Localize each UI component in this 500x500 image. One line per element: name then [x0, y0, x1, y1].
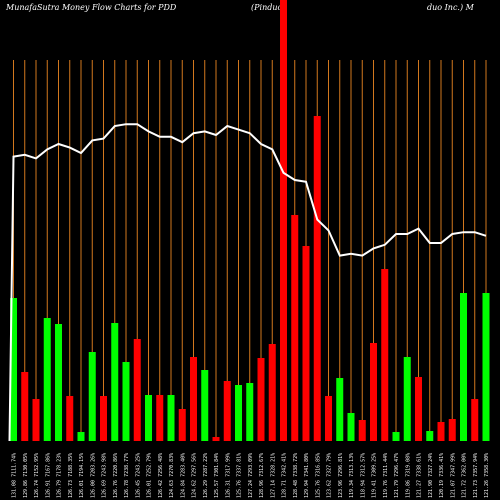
tick-label: 126.76 7220.86%	[113, 453, 119, 498]
tick-label: 119.41 7309.25%	[372, 453, 378, 498]
money-flow-bar	[403, 357, 411, 441]
tick-label: 125.76 7316.85%	[315, 453, 321, 498]
money-flow-bar	[381, 269, 389, 441]
tick-label: 124.63 7270.83%	[169, 453, 175, 498]
tick-label: 126.73 7188.35%	[68, 453, 74, 498]
money-flow-bar	[448, 419, 456, 441]
money-flow-bar	[347, 413, 355, 441]
tick-label: 126.78 7238.77%	[124, 453, 130, 498]
tick-label: 119.76 7311.44%	[383, 453, 389, 498]
tick-label: 129.94 7341.80%	[304, 453, 310, 498]
money-flow-bar	[257, 358, 265, 441]
money-flow-bar	[392, 432, 400, 441]
money-flow-bar	[358, 420, 366, 441]
money-flow-bar	[178, 409, 186, 441]
money-flow-bar	[291, 215, 299, 441]
money-flow-bar	[100, 396, 107, 441]
money-flow-bar	[437, 422, 445, 441]
money-flow-bar	[55, 324, 62, 441]
tick-label: 127.24 7293.09%	[248, 453, 254, 498]
tick-label: 126.91 7167.86%	[45, 453, 51, 498]
tick-label: 126.01 7252.79%	[147, 453, 153, 498]
money-flow-bar	[212, 437, 220, 441]
title-middle: (Pinduo	[251, 3, 283, 12]
tick-label: 126.01 7194.15%	[79, 453, 85, 498]
tick-label: 121.27 7338.61%	[417, 453, 423, 498]
money-flow-bar	[21, 372, 29, 441]
money-flow-bar	[32, 399, 40, 441]
tick-label: 123.96 7296.81%	[338, 453, 344, 498]
tick-label: 126.69 7243.98%	[102, 453, 108, 498]
money-flow-bar	[156, 395, 164, 441]
money-flow-bar	[167, 395, 175, 441]
money-flow-bar	[471, 399, 479, 441]
tick-label: 126.45 7243.25%	[135, 453, 141, 498]
money-flow-bar	[77, 432, 85, 441]
chart-title: MunafaSutra Money Flow Charts for PDD (P…	[0, 3, 500, 17]
money-flow-bar	[223, 381, 231, 441]
tick-label: 125.57 7301.84%	[214, 453, 220, 498]
tick-label: 118.94 7312.57%	[360, 453, 366, 498]
tick-label: 121.90 7327.24%	[428, 453, 434, 498]
tick-label: 120.19 7336.41%	[439, 453, 445, 498]
money-flow-bar	[111, 323, 119, 441]
money-flow-bar	[235, 385, 242, 441]
tick-label: 128.71 7342.41%	[282, 453, 288, 498]
money-flow-bar	[415, 377, 422, 441]
money-flow-bar	[302, 246, 310, 441]
tick-label: 126.42 7256.48%	[158, 453, 164, 498]
money-flow-bar	[43, 318, 51, 441]
tick-label: 126.74 7152.95%	[34, 453, 40, 498]
money-flow-bar	[370, 343, 377, 441]
tick-label: 119.34 7313.13%	[349, 453, 355, 498]
money-flow-bar	[88, 352, 96, 441]
money-flow-bar	[190, 357, 197, 441]
tick-label: 119.86 7319.08%	[405, 453, 411, 498]
tick-label: 128.96 7312.67%	[259, 453, 265, 498]
money-flow-bar	[325, 396, 332, 441]
money-flow-bar	[426, 431, 434, 441]
money-flow-bar	[145, 395, 152, 441]
money-flow-bar	[122, 362, 130, 441]
tick-label: 127.14 7328.21%	[270, 453, 276, 498]
title-left: MunafaSutra Money Flow Charts for PDD	[6, 3, 177, 12]
money-flow-bar	[246, 383, 254, 441]
money-flow-bar	[268, 344, 276, 441]
money-flow-bar	[460, 293, 467, 441]
money-flow-bar	[201, 370, 209, 441]
tick-label: 121.72 7362.00%	[462, 453, 468, 498]
tick-label: 124.84 7283.40%	[180, 453, 186, 498]
tick-label: 124.62 7297.56%	[192, 453, 198, 498]
money-flow-bar	[66, 396, 74, 441]
tick-label: 125.76 7337.81%	[237, 453, 243, 498]
tick-label: 126.31 7317.99%	[225, 453, 231, 498]
title-right: duo Inc.) M	[427, 3, 474, 12]
tick-label: 121.73 7357.94%	[473, 453, 479, 498]
tick-label: 126.79 7178.23%	[57, 453, 63, 498]
tick-label: 121.26 7358.30%	[484, 453, 490, 498]
tick-label: 121.07 7347.99%	[450, 453, 456, 498]
tick-label: 126.00 7203.26%	[90, 453, 96, 498]
x-axis-tick-labels: 131.08 7111.74% 129.86 7130.05% 126.74 715…	[12, 453, 491, 498]
tick-label: 129.86 7130.05%	[23, 453, 29, 498]
price-line	[8, 123, 487, 442]
money-flow-bar	[482, 293, 490, 441]
tick-label: 123.62 7327.79%	[327, 453, 333, 498]
money-flow-bar	[280, 0, 287, 441]
money-flow-bar	[336, 378, 344, 441]
tick-label: 126.29 7287.22%	[203, 453, 209, 498]
tick-label: 128.48 7338.72%	[293, 453, 299, 498]
tick-label: 121.79 7296.47%	[394, 453, 400, 498]
tick-label: 131.08 7111.74%	[12, 453, 18, 498]
money-flow-bar	[10, 298, 17, 441]
money-flow-bars	[10, 0, 490, 441]
money-flow-bar	[313, 116, 321, 441]
money-flow-bar	[133, 339, 141, 441]
